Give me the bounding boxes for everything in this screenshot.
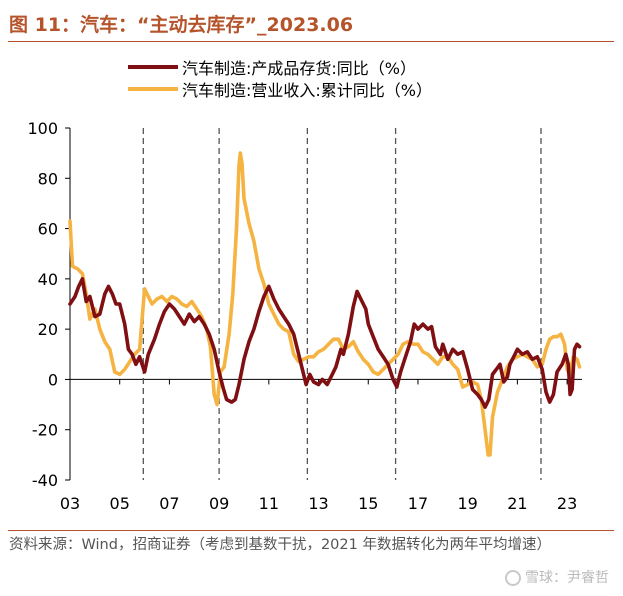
x-tick-label: 09 — [209, 494, 229, 513]
chart-legend: 汽车制造:产成品存货:同比（%） 汽车制造:营业收入:累计同比（%） — [128, 56, 432, 100]
series-layer — [68, 151, 582, 457]
y-tick-label: 80 — [38, 169, 58, 188]
y-tick-label: 40 — [38, 270, 58, 289]
x-tick-label: 13 — [308, 494, 328, 513]
legend-item-inventory: 汽车制造:产成品存货:同比（%） — [128, 56, 432, 78]
watermark: 雪球：尹睿哲 — [505, 567, 609, 587]
y-tick-label: 100 — [27, 119, 58, 138]
series-line-revenue — [68, 151, 582, 457]
y-tick-label: -40 — [32, 471, 58, 490]
x-tick-label: 21 — [507, 494, 527, 513]
legend-label-inventory: 汽车制造:产成品存货:同比（%） — [182, 59, 416, 78]
x-tick-label: 23 — [557, 494, 577, 513]
period-dividers — [142, 128, 542, 480]
y-tick-label: -20 — [32, 421, 58, 440]
x-axis: 03 05 07 09 11 13 15 17 19 21 23 — [60, 378, 582, 513]
watermark-text: 雪球：尹睿哲 — [525, 570, 609, 586]
x-tick-label: 17 — [408, 494, 428, 513]
y-tick-label: 0 — [48, 370, 58, 389]
legend-label-revenue: 汽车制造:营业收入:累计同比（%） — [182, 81, 432, 100]
x-tick-label: 15 — [358, 494, 378, 513]
y-axis: 100 80 60 40 20 0 -20 -40 — [27, 119, 71, 490]
legend-item-revenue: 汽车制造:营业收入:累计同比（%） — [128, 78, 432, 100]
x-tick-label: 11 — [259, 494, 279, 513]
y-tick-label: 60 — [38, 220, 58, 239]
line-chart: 100 80 60 40 20 0 -20 -40 03 05 07 09 11 13 15 17 19 21 2… — [27, 119, 582, 513]
x-tick-label: 05 — [110, 494, 130, 513]
figure-title: 图 11：汽车：“主动去库存”_2023.06 — [9, 14, 354, 36]
title-rule — [8, 41, 614, 42]
series-line-inventory — [68, 277, 582, 409]
legend-swatch-inventory — [128, 65, 178, 69]
x-tick-label: 19 — [457, 494, 477, 513]
legend-swatch-revenue — [128, 87, 178, 91]
y-tick-label: 20 — [38, 320, 58, 339]
x-tick-label: 07 — [159, 494, 179, 513]
footer-rule — [8, 530, 614, 531]
snowball-logo-icon — [505, 570, 521, 586]
source-note: 资料来源：Wind，招商证券（考虑到基数干扰，2021 年数据转化为两年平均增速… — [9, 537, 551, 553]
x-tick-label: 03 — [60, 494, 80, 513]
